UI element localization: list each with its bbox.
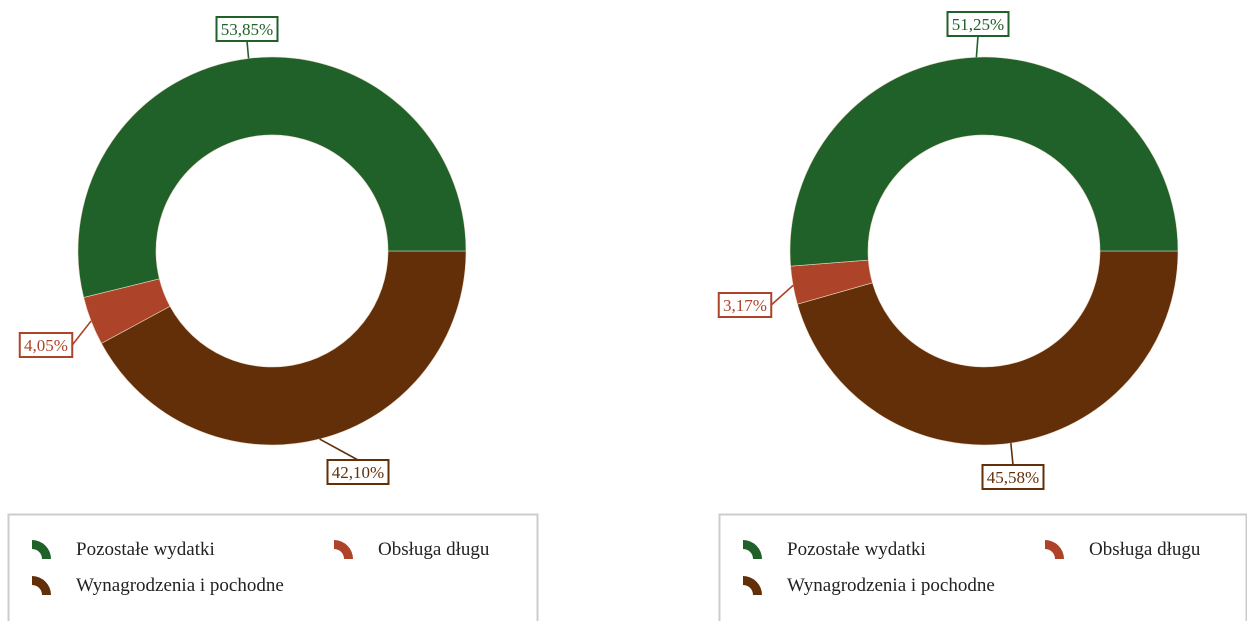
data-label-box: [946, 11, 1010, 37]
legend-swatch-pozostae: [743, 540, 762, 559]
slice-pozostae[interactable]: [77, 56, 467, 298]
legend-border: [7, 513, 539, 621]
legend-swatch-wynagrodzenia: [32, 576, 51, 595]
data-label: 42,10%: [332, 463, 384, 482]
leader-line: [71, 320, 92, 346]
leader-line: [975, 35, 979, 58]
legend-swatch-wynagrodzenia: [743, 576, 762, 595]
data-label-box: [981, 464, 1045, 490]
data-label-box: [326, 459, 390, 485]
legend-1: Pozostałe wydatki Obsługa długu Wynagrodze…: [7, 513, 539, 621]
data-label-box: [717, 292, 773, 318]
leader-line: [1010, 443, 1014, 466]
legend-border: [718, 513, 1247, 621]
legend-swatch-pozostae: [32, 540, 51, 559]
slice-wynagrodzenia[interactable]: [797, 250, 1179, 446]
slice-wynagrodzenia[interactable]: [101, 250, 467, 446]
data-label-box: [215, 16, 279, 42]
legend-label-obsuga: Obsługa długu: [1089, 539, 1201, 560]
legend-label-wynagrodzenia: Wynagrodzenia i pochodne: [76, 575, 284, 596]
data-label: 53,85%: [221, 20, 273, 39]
legend-label-obsuga: Obsługa długu: [378, 539, 490, 560]
data-label-box: [18, 332, 74, 358]
donut-chart-1: 42,10% 4,05% 53,85%: [18, 16, 467, 485]
leader-line: [770, 284, 794, 306]
data-label: 4,05%: [24, 336, 68, 355]
data-label: 45,58%: [987, 468, 1039, 487]
data-label: 51,25%: [952, 15, 1004, 34]
legend-2: Pozostałe wydatki Obsługa długu Wynagrodze…: [718, 513, 1247, 621]
donut-chart-2: 45,58% 3,17% 51,25%: [717, 11, 1179, 490]
slice-pozostae[interactable]: [789, 56, 1179, 267]
data-label: 3,17%: [723, 296, 767, 315]
legend-label-pozostae: Pozostałe wydatki: [76, 539, 215, 560]
legend-swatch-obsuga: [1045, 540, 1064, 559]
leader-line: [319, 438, 359, 461]
leader-line: [246, 40, 250, 59]
legend-swatch-obsuga: [334, 540, 353, 559]
legend-label-wynagrodzenia: Wynagrodzenia i pochodne: [787, 575, 995, 596]
legend-label-pozostae: Pozostałe wydatki: [787, 539, 926, 560]
